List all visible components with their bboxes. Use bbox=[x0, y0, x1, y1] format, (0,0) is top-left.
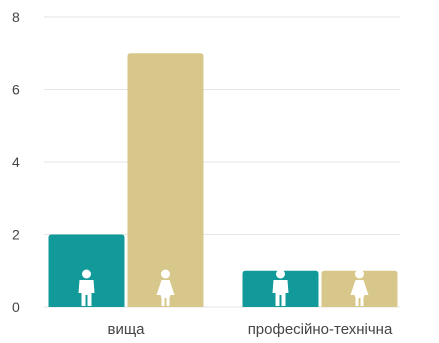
x-category-label: професійно-технічна bbox=[248, 321, 393, 338]
male-icon bbox=[272, 269, 289, 306]
y-axis-ticks: 0 2 4 6 8 bbox=[12, 9, 20, 315]
male-icon bbox=[78, 269, 95, 306]
y-tick-label: 6 bbox=[12, 82, 20, 98]
x-axis-labels: вища професійно-технічна bbox=[107, 321, 392, 338]
bar bbox=[127, 53, 204, 307]
y-tick-label: 4 bbox=[12, 154, 20, 170]
x-category-label: вища bbox=[107, 321, 145, 338]
y-tick-label: 2 bbox=[12, 227, 20, 243]
y-tick-label: 0 bbox=[12, 299, 20, 315]
female-icon bbox=[350, 269, 369, 306]
bars bbox=[48, 53, 398, 307]
y-tick-label: 8 bbox=[12, 9, 20, 25]
female-icon bbox=[156, 269, 175, 306]
